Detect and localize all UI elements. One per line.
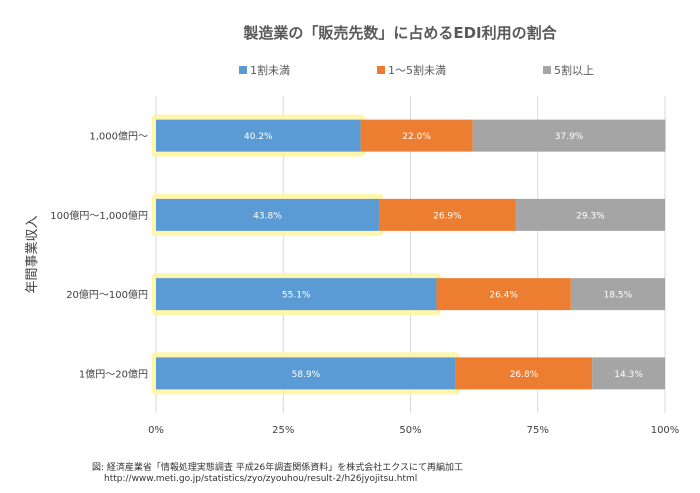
data-label-4-3: 14.3% — [614, 370, 643, 380]
source-note: 図: 経済産業省「情報処理実態調査 平成26年調査関係資料」を株式会社エクスにて… — [92, 463, 463, 473]
bar-segment-2-3 — [515, 198, 665, 231]
x-tick-label-0: 0% — [148, 425, 164, 436]
data-label-3-2: 26.4% — [489, 291, 518, 301]
data-label-1-1: 40.2% — [244, 132, 273, 142]
legend-swatch-2 — [377, 66, 385, 74]
category-label-4: 1億円～20億円 — [79, 367, 148, 380]
bar-segment-1-3 — [472, 119, 666, 152]
bar-segment-4-3 — [592, 357, 665, 390]
bar-segment-2-1 — [156, 198, 379, 231]
chart-title: 製造業の「販売先数」に占めるEDI利用の割合 — [242, 24, 557, 42]
legend-swatch-3 — [543, 66, 551, 74]
stacked-bar-chart: 製造業の「販売先数」に占めるEDI利用の割合 1割未満 1～5割未満 5割以上 0% 25… — [24, 24, 680, 436]
data-label-4-2: 26.8% — [510, 370, 539, 380]
data-label-4-1: 58.9% — [292, 370, 321, 380]
category-label-3: 20億円～100億円 — [66, 288, 148, 301]
bar-segment-2-2 — [378, 198, 516, 231]
data-label-2-3: 29.3% — [576, 211, 605, 221]
x-tick-label-4: 100% — [651, 425, 680, 436]
bar-segment-4-2 — [455, 357, 593, 390]
bar-segment-1-2 — [360, 119, 473, 152]
bar-segment-3-2 — [436, 278, 571, 311]
legend-swatch-1 — [239, 66, 247, 74]
source-url: http://www.meti.go.jp/statistics/zyo/zyo… — [104, 474, 418, 484]
legend-label-3: 5割以上 — [554, 63, 594, 77]
data-label-2-2: 26.9% — [433, 211, 462, 221]
bar-segment-3-1 — [156, 278, 437, 311]
bar-segment-1-1 — [156, 119, 361, 152]
legend-label-1: 1割未満 — [250, 63, 290, 77]
bar-segment-4-1 — [156, 357, 456, 390]
data-label-1-3: 37.9% — [555, 132, 584, 142]
x-tick-label-3: 75% — [527, 425, 549, 436]
legend-label-2: 1～5割未満 — [388, 63, 446, 77]
category-label-2: 100億円～1,000億円 — [50, 209, 148, 222]
data-label-3-3: 18.5% — [604, 291, 633, 301]
category-label-1: 1,000億円～ — [89, 130, 148, 143]
data-label-2-1: 43.8% — [253, 211, 282, 221]
data-label-1-2: 22.0% — [402, 132, 431, 142]
x-tick-label-1: 25% — [272, 425, 294, 436]
data-label-3-1: 55.1% — [282, 291, 311, 301]
x-tick-label-2: 50% — [399, 425, 421, 436]
bar-segment-3-3 — [570, 278, 665, 311]
y-axis-title: 年間事業収入 — [24, 215, 40, 293]
